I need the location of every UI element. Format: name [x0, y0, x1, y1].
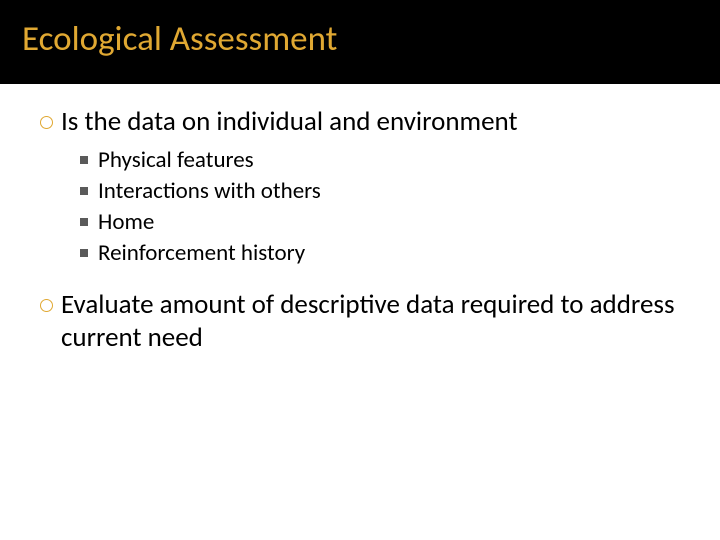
square-bullet-icon [80, 156, 88, 164]
sub-list: Physical features Interactions with othe… [80, 146, 690, 267]
list-item: Home [80, 208, 690, 237]
title-bar: Ecological Assessment [0, 0, 720, 84]
square-bullet-icon [80, 187, 88, 195]
sub-point-text: Interactions with others [98, 177, 321, 206]
square-bullet-icon [80, 249, 88, 257]
circle-bullet-icon [40, 299, 53, 312]
point-text: Is the data on individual and environmen… [61, 106, 518, 138]
list-item: Is the data on individual and environmen… [40, 106, 690, 138]
point-text: Evaluate amount of descriptive data requ… [61, 289, 690, 354]
list-item: Evaluate amount of descriptive data requ… [40, 289, 690, 354]
sub-point-text: Reinforcement history [98, 239, 305, 268]
sub-point-text: Home [98, 208, 154, 237]
list-item: Interactions with others [80, 177, 690, 206]
square-bullet-icon [80, 218, 88, 226]
sub-point-text: Physical features [98, 146, 254, 175]
content-area: Is the data on individual and environmen… [0, 84, 720, 354]
circle-bullet-icon [40, 116, 53, 129]
list-item: Reinforcement history [80, 239, 690, 268]
list-item: Physical features [80, 146, 690, 175]
page-title: Ecological Assessment [22, 18, 720, 60]
